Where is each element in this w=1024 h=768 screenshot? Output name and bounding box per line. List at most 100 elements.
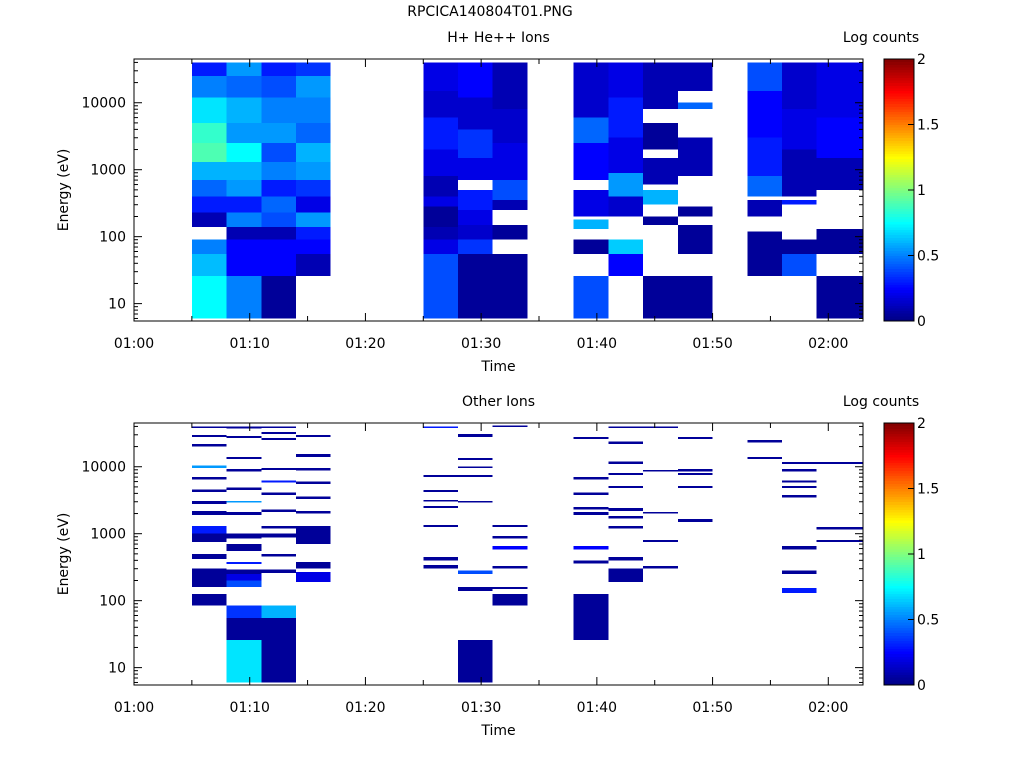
heatmap-cell bbox=[643, 275, 678, 319]
colorbar-segment bbox=[884, 121, 914, 126]
colorbar-segment bbox=[884, 171, 914, 175]
colorbar-segment bbox=[884, 504, 914, 508]
heatmap-cell bbox=[782, 570, 817, 575]
colorbar-segment bbox=[884, 470, 914, 474]
colorbar-segment bbox=[884, 551, 914, 555]
colorbar-segment bbox=[884, 106, 914, 110]
heatmap-cell bbox=[782, 469, 817, 472]
heatmap-cell bbox=[191, 489, 227, 492]
heatmap-cell bbox=[492, 524, 528, 528]
colorbar-segment bbox=[884, 148, 914, 152]
colorbar-segment bbox=[884, 451, 914, 456]
heatmap-cell bbox=[261, 97, 296, 123]
heatmap-cell bbox=[492, 565, 528, 569]
colorbar-segment bbox=[884, 213, 914, 217]
colorbar-segment bbox=[884, 522, 914, 526]
colorbar-segment bbox=[884, 297, 914, 301]
heatmap-cell bbox=[782, 480, 817, 483]
heatmap-cell bbox=[226, 580, 262, 587]
heatmap-cell bbox=[782, 254, 817, 276]
heatmap-cell bbox=[423, 475, 458, 478]
colorbar-segment bbox=[884, 137, 914, 141]
colorbar-segment bbox=[884, 548, 914, 552]
heatmap-cell bbox=[573, 477, 609, 480]
colorbar-segment bbox=[884, 598, 914, 602]
heatmap-cell bbox=[492, 586, 528, 589]
heatmap-cell bbox=[492, 109, 528, 144]
heatmap-cell bbox=[782, 239, 817, 255]
heatmap-cell bbox=[423, 176, 458, 197]
heatmap-cell bbox=[458, 157, 493, 181]
colorbar-segment bbox=[884, 428, 914, 432]
heatmap-cell bbox=[677, 102, 713, 110]
colorbar-segment bbox=[884, 622, 914, 626]
heatmap-cell bbox=[261, 437, 296, 441]
colorbar-tick-label: 1 bbox=[917, 547, 926, 563]
colorbar-segment bbox=[884, 567, 914, 571]
colorbar-segment bbox=[884, 179, 914, 183]
heatmap-cell bbox=[226, 254, 262, 276]
heatmap-cell bbox=[261, 426, 296, 428]
heatmap-cell bbox=[816, 275, 863, 319]
colorbar-segment bbox=[884, 313, 914, 317]
colorbar-segment bbox=[884, 286, 914, 291]
y-tick-label: 10 bbox=[108, 661, 126, 677]
heatmap-cell bbox=[296, 496, 331, 499]
colorbar-segment bbox=[884, 200, 914, 204]
colorbar-segment bbox=[884, 546, 914, 550]
colorbar-segment bbox=[884, 478, 914, 482]
colorbar-segment bbox=[884, 252, 914, 257]
x-axis-label: Time bbox=[480, 359, 515, 375]
heatmap-cell bbox=[226, 196, 262, 213]
heatmap-cell bbox=[226, 122, 262, 144]
heatmap-cell bbox=[423, 505, 458, 509]
heatmap-cell bbox=[677, 473, 713, 476]
colorbar-segment bbox=[884, 512, 914, 516]
heatmap-cell bbox=[573, 143, 609, 181]
heatmap-cell bbox=[191, 465, 227, 469]
heatmap-cell bbox=[191, 526, 227, 534]
heatmap-cell bbox=[296, 196, 331, 213]
x-tick-label: 01:30 bbox=[461, 700, 501, 716]
heatmap-cell bbox=[261, 239, 296, 255]
heatmap-cell bbox=[191, 275, 227, 319]
heatmap-cell bbox=[423, 489, 458, 492]
heatmap-cells bbox=[191, 62, 863, 319]
colorbar-segment bbox=[884, 132, 914, 136]
colorbar-segment bbox=[884, 467, 914, 471]
colorbar-segment bbox=[884, 449, 914, 453]
colorbar-segment bbox=[884, 82, 914, 86]
colorbar-segment bbox=[884, 255, 914, 259]
heatmap-cell bbox=[226, 180, 262, 197]
colorbar-tick-label: 1.5 bbox=[917, 482, 939, 498]
colorbar-segment bbox=[884, 184, 914, 188]
x-tick-label: 01:40 bbox=[577, 700, 617, 716]
heatmap-cell bbox=[573, 275, 609, 319]
heatmap-cell bbox=[458, 210, 493, 225]
colorbar-segment bbox=[884, 459, 914, 463]
heatmap-cell bbox=[573, 62, 609, 118]
colorbar-segment bbox=[884, 661, 914, 665]
colorbar-segment bbox=[884, 182, 914, 186]
colorbar-segment bbox=[884, 310, 914, 314]
heatmap-cell bbox=[573, 560, 609, 564]
colorbar-segment bbox=[884, 64, 914, 68]
heatmap-cell bbox=[492, 425, 528, 428]
colorbar-segment bbox=[884, 292, 914, 296]
heatmap-cell bbox=[261, 533, 296, 538]
heatmap-cell bbox=[261, 553, 296, 557]
colorbar-segment bbox=[884, 127, 914, 131]
heatmap-cell bbox=[261, 480, 296, 483]
colorbar-segment bbox=[884, 525, 914, 529]
heatmap-cell bbox=[423, 565, 458, 569]
colorbar-segment bbox=[884, 231, 914, 236]
heatmap-cell bbox=[226, 62, 262, 77]
x-tick-label: 01:00 bbox=[114, 336, 154, 352]
colorbar-segment bbox=[884, 108, 914, 112]
heatmap-cell bbox=[226, 212, 262, 227]
colorbar-segment bbox=[884, 533, 914, 537]
heatmap-cell bbox=[677, 469, 713, 472]
colorbar-segment bbox=[884, 315, 914, 319]
colorbar-segment bbox=[884, 606, 914, 610]
heatmap-cell bbox=[608, 515, 644, 519]
